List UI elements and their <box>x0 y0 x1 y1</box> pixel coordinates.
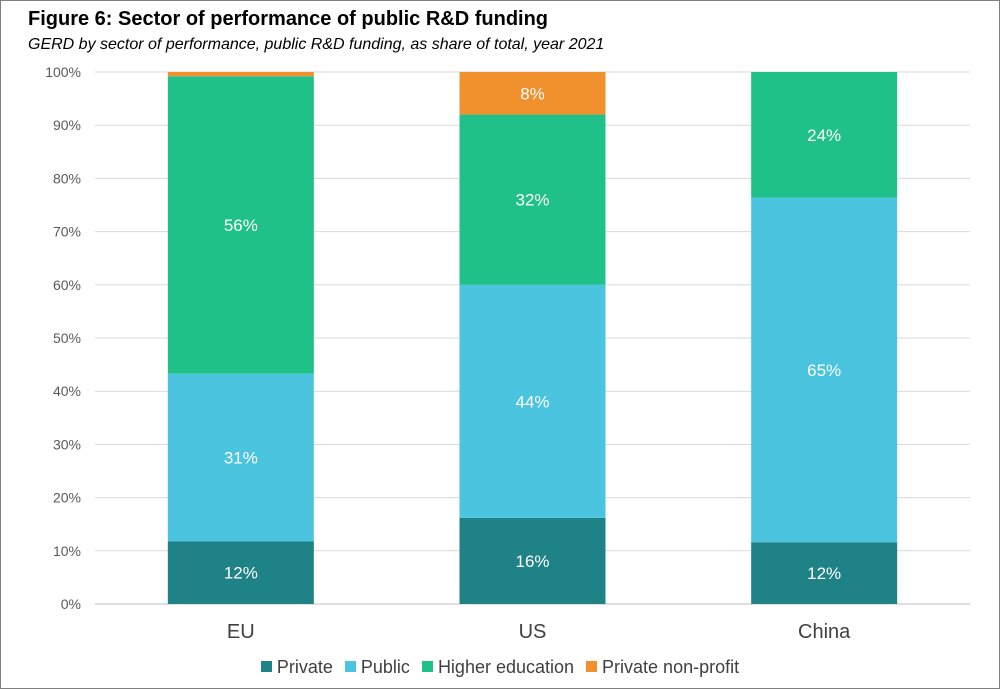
bar-segment-private-non-profit <box>167 72 314 77</box>
y-tick-label: 40% <box>53 383 81 399</box>
legend-item: Public <box>344 657 410 678</box>
x-axis-labels: EU US China <box>227 621 851 643</box>
y-tick-label: 100% <box>45 64 81 80</box>
chart-title: Figure 6: Sector of performance of publi… <box>28 8 549 30</box>
bar-segment-public <box>459 284 606 518</box>
legend-item: Higher education <box>421 657 575 678</box>
y-axis-ticks: 0% 10% 20% 30% 40% 50% 60% 70% 80% 90% 100% <box>45 64 81 612</box>
legend-label: Higher education <box>437 657 575 677</box>
bar-segment-private-non-profit <box>459 72 606 115</box>
x-category-label: US <box>519 621 547 643</box>
data-label: 8% <box>520 84 545 103</box>
bars <box>167 72 898 604</box>
y-tick-label: 10% <box>53 543 81 559</box>
legend-label: Private <box>276 657 333 677</box>
bar-segment-public <box>167 373 314 542</box>
y-tick-label: 70% <box>53 224 81 240</box>
data-labels: 12% 31% 56% 16% 44% 32% 8% 12% 65% 24% <box>224 84 841 583</box>
data-label: 12% <box>224 564 258 583</box>
y-tick-label: 30% <box>53 436 81 452</box>
legend: Private Public Higher education Private non… <box>0 657 1000 678</box>
bar-segment-higher-education <box>751 72 898 198</box>
bar-segment-private <box>751 542 898 604</box>
x-category-label: China <box>798 621 851 643</box>
legend-swatch <box>344 661 356 672</box>
data-label: 24% <box>807 126 841 145</box>
legend-label: Private non-profit <box>602 657 740 677</box>
x-category-label: EU <box>227 621 255 643</box>
data-label: 44% <box>515 392 549 411</box>
bar-segment-private <box>459 517 606 604</box>
data-label: 32% <box>515 191 549 210</box>
bar-segment-private <box>167 541 314 604</box>
y-tick-label: 50% <box>53 330 81 346</box>
data-label: 56% <box>224 216 258 235</box>
data-label: 12% <box>807 564 841 583</box>
bar-segment-public <box>751 197 898 543</box>
y-tick-label: 0% <box>61 596 81 612</box>
data-label: 65% <box>807 361 841 380</box>
legend-item: Private non-profit <box>586 657 739 678</box>
bar-segment-higher-education <box>459 114 606 285</box>
legend-swatch <box>421 661 433 672</box>
legend-item: Private <box>260 657 333 678</box>
y-tick-label: 60% <box>53 277 81 293</box>
bar-segment-higher-education <box>167 76 314 374</box>
y-tick-label: 90% <box>53 117 81 133</box>
data-label: 16% <box>515 552 549 571</box>
y-tick-label: 80% <box>53 170 81 186</box>
y-tick-label: 20% <box>53 490 81 506</box>
chart-subtitle: GERD by sector of performance, public R&… <box>28 36 605 53</box>
legend-swatch <box>586 661 598 672</box>
legend-label: Public <box>360 657 410 677</box>
legend-swatch <box>260 661 272 672</box>
data-label: 31% <box>224 448 258 467</box>
